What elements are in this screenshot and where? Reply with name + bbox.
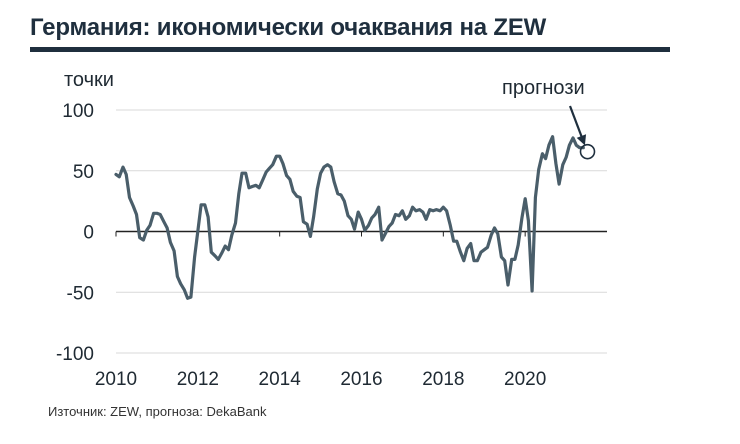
x-tick-label: 2016: [340, 369, 382, 390]
y-axis-label: точки: [64, 69, 114, 91]
annotation-arrowhead: [576, 134, 587, 146]
y-tick-label: 0: [83, 223, 94, 244]
x-tick-labels: 2010 2012 2014 2016 2018 2020: [95, 369, 546, 390]
y-tick-label: -100: [56, 344, 94, 365]
source-note: Източник: ZEW, прогноза: DekaBank: [48, 404, 267, 419]
annotation-arrow: [568, 105, 585, 143]
x-tick-label: 2012: [177, 369, 219, 390]
x-tick-label: 2018: [422, 369, 464, 390]
forecast-marker: [579, 143, 596, 160]
x-tick-label: 2014: [259, 369, 302, 390]
x-tick-label: 2020: [504, 369, 546, 390]
y-tick-label: 50: [73, 162, 94, 183]
chart-title: Германия: икономически очаквания на ZEW: [30, 14, 547, 41]
y-tick-labels: 100 50 0 -50 -100: [56, 101, 94, 365]
y-tick-label: 100: [62, 101, 94, 122]
series-line: [114, 135, 585, 300]
y-tick-label: -50: [67, 283, 94, 304]
x-tick-label: 2010: [95, 369, 137, 390]
forecast-annotation: прогнози: [502, 77, 585, 99]
title-underline: [30, 47, 670, 52]
